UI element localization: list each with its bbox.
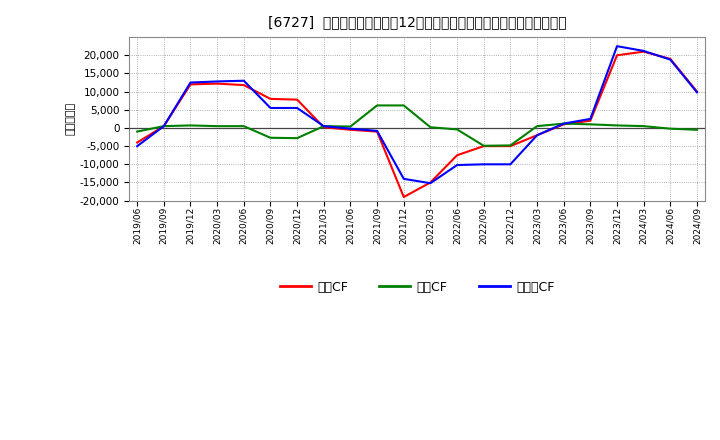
投資CF: [400, 103, 408, 108]
営業CF: [480, 143, 488, 149]
Line: 営業CF: 営業CF: [138, 51, 697, 197]
投資CF: [160, 124, 168, 129]
投資CF: [613, 123, 621, 128]
投資CF: [320, 124, 328, 129]
投資CF: [133, 129, 142, 134]
投資CF: [293, 136, 302, 141]
投資CF: [693, 127, 701, 132]
営業CF: [266, 96, 275, 102]
投資CF: [453, 127, 462, 132]
営業CF: [160, 124, 168, 129]
投資CF: [533, 124, 541, 129]
フリーCF: [346, 126, 355, 131]
フリーCF: [506, 161, 515, 167]
Line: 投資CF: 投資CF: [138, 106, 697, 146]
営業CF: [586, 118, 595, 123]
営業CF: [400, 194, 408, 200]
フリーCF: [666, 57, 675, 62]
営業CF: [213, 81, 222, 86]
フリーCF: [586, 116, 595, 121]
営業CF: [240, 82, 248, 88]
投資CF: [639, 124, 648, 129]
フリーCF: [373, 128, 382, 133]
投資CF: [666, 126, 675, 131]
投資CF: [586, 122, 595, 127]
フリーCF: [160, 124, 168, 129]
営業CF: [426, 180, 435, 185]
営業CF: [559, 122, 568, 127]
フリーCF: [426, 180, 435, 186]
Title: [6727]  キャッシュフローの12か月移動合計の対前年同期増減額の推移: [6727] キャッシュフローの12か月移動合計の対前年同期増減額の推移: [268, 15, 567, 29]
フリーCF: [480, 161, 488, 167]
フリーCF: [453, 162, 462, 168]
投資CF: [480, 143, 488, 148]
Line: フリーCF: フリーCF: [138, 46, 697, 183]
フリーCF: [559, 121, 568, 126]
投資CF: [240, 124, 248, 129]
フリーCF: [186, 80, 195, 85]
フリーCF: [240, 78, 248, 83]
フリーCF: [400, 176, 408, 181]
投資CF: [559, 121, 568, 126]
投資CF: [346, 124, 355, 129]
投資CF: [213, 124, 222, 129]
営業CF: [533, 132, 541, 138]
投資CF: [426, 125, 435, 130]
フリーCF: [533, 132, 541, 138]
フリーCF: [133, 143, 142, 149]
投資CF: [373, 103, 382, 108]
営業CF: [666, 56, 675, 62]
Y-axis label: （百万円）: （百万円）: [66, 103, 76, 136]
営業CF: [639, 49, 648, 54]
投資CF: [506, 143, 515, 148]
フリーCF: [320, 124, 328, 129]
営業CF: [186, 82, 195, 87]
投資CF: [266, 135, 275, 140]
営業CF: [293, 97, 302, 102]
営業CF: [346, 127, 355, 132]
Legend: 営業CF, 投資CF, フリーCF: 営業CF, 投資CF, フリーCF: [274, 275, 559, 299]
フリーCF: [293, 105, 302, 110]
フリーCF: [693, 90, 701, 95]
営業CF: [453, 153, 462, 158]
フリーCF: [213, 79, 222, 84]
フリーCF: [266, 105, 275, 110]
投資CF: [186, 123, 195, 128]
フリーCF: [639, 48, 648, 54]
営業CF: [613, 53, 621, 58]
営業CF: [133, 140, 142, 145]
営業CF: [693, 89, 701, 94]
営業CF: [506, 143, 515, 149]
営業CF: [373, 129, 382, 134]
フリーCF: [613, 44, 621, 49]
営業CF: [320, 125, 328, 130]
